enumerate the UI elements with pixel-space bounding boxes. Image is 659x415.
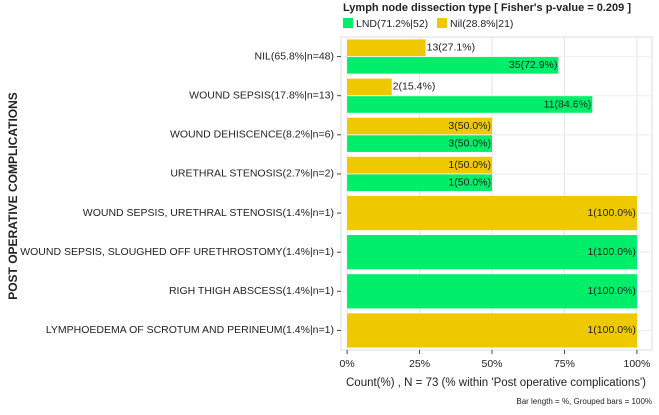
legend-swatch [343, 18, 353, 28]
value-label: 1(100.0%) [587, 324, 635, 336]
y-tick-label: NIL(65.8%|n=48) [255, 50, 334, 62]
y-tick-label: WOUND DEHISCENCE(8.2%|n=6) [170, 129, 334, 141]
bar [347, 96, 593, 113]
bar [347, 235, 637, 270]
value-label: 3(50.0%) [448, 120, 491, 132]
bar [347, 195, 637, 231]
value-label: 1(100.0%) [587, 207, 635, 219]
value-label: 2(15.4%) [393, 81, 436, 93]
bar [347, 174, 493, 192]
caption: Bar length = %, Grouped bars = 100% [516, 397, 652, 406]
x-tick-label: 75% [554, 358, 575, 370]
bar [347, 135, 493, 152]
x-tick-label: 0% [339, 358, 354, 370]
value-label: 13(27.1%) [427, 42, 475, 54]
value-label: 1(100.0%) [587, 285, 635, 297]
legend-swatch [437, 18, 447, 28]
value-label: 35(72.9%) [509, 59, 557, 71]
y-tick-label: WOUND SEPSIS, URETHRAL STENOSIS(1.4%|n=1… [83, 207, 334, 219]
x-tick-label: 100% [623, 358, 650, 370]
value-label: 1(50.0%) [448, 159, 491, 171]
x-tick-label: 50% [481, 358, 502, 370]
y-tick-label: RIGH THIGH ABSCESS(1.4%|n=1) [169, 285, 334, 297]
chart-title: Lymph node dissection type [ Fisher's p-… [343, 2, 631, 14]
bar [347, 117, 493, 135]
y-tick-label: LYMPHOEDEMA OF SCROTUM AND PERINEUM(1.4%… [46, 324, 334, 336]
y-tick-label: WOUND SEPSIS(17.8%|n=13) [189, 89, 334, 101]
bar [347, 78, 392, 96]
bar [347, 39, 426, 57]
x-tick-label: 25% [409, 358, 430, 370]
bar [347, 57, 559, 74]
y-axis-title: POST OPERATIVE COMPLICATIONS [6, 92, 20, 300]
bar [347, 156, 493, 174]
legend-label: LND(71.2%|52) [356, 18, 428, 30]
value-label: 1(50.0%) [448, 177, 491, 189]
bar [347, 274, 637, 309]
y-tick-label: WOUND SEPSIS, SLOUGHED OFF URETHROSTOMY(… [20, 246, 334, 258]
value-label: 3(50.0%) [448, 137, 491, 149]
value-label: 11(84.6%) [544, 98, 592, 110]
y-tick-label: URETHRAL STENOSIS(2.7%|n=2) [170, 168, 334, 180]
bar [347, 313, 637, 348]
legend-label: Nil(28.8%|21) [450, 18, 513, 30]
value-label: 1(100.0%) [587, 246, 635, 258]
x-axis-title: Count(%) , N = 73 (% within 'Post operat… [346, 377, 646, 389]
